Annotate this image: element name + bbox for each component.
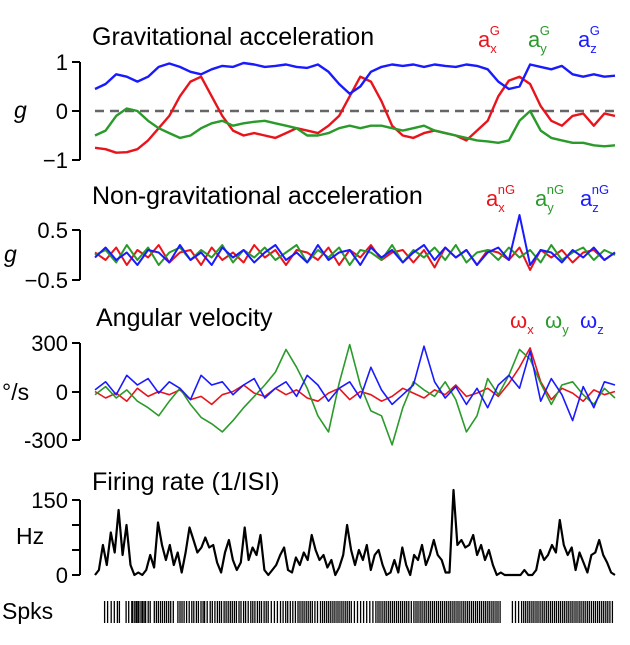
panel-title: Firing rate (1/ISI) [92, 468, 280, 496]
legend-entry-y: ωy [545, 308, 569, 337]
series-group [94, 61, 616, 154]
legend-entry-z: ωz [580, 308, 604, 337]
panel-title: Gravitational acceleration [92, 23, 374, 51]
spike-raster: Spks [2, 598, 614, 624]
panel-gravitational: Gravitational acceleration axG ayG azG 1… [14, 23, 616, 173]
y-tick-label: -300 [24, 428, 68, 453]
legend-entry-x: ωx [510, 308, 534, 337]
panel-title: Non-gravitational acceleration [92, 182, 423, 210]
series-line-rate [94, 488, 616, 577]
y-axis-label: Hz [16, 523, 44, 549]
series-line-z [94, 61, 616, 96]
legend-entry-x: axG [478, 23, 500, 56]
series-group [94, 488, 616, 577]
series-group [94, 214, 616, 271]
y-tick-label: 0 [56, 99, 68, 124]
y-tick-label: −1 [43, 148, 68, 173]
panel-firing-rate: Firing rate (1/ISI) 150 0 Hz [16, 468, 616, 588]
panel-angular-velocity: Angular velocity ωx ωy ωz 300 0 -300 °/s [2, 304, 616, 453]
y-axis-label: °/s [2, 379, 29, 405]
y-axis: 300 0 -300 °/s [2, 331, 81, 453]
y-tick-label: 150 [31, 488, 68, 513]
series-line-z [94, 214, 616, 266]
y-tick-label: 0 [56, 563, 68, 588]
series-line-z [94, 345, 616, 422]
y-tick-label: 0.5 [37, 218, 68, 243]
legend-entry-y: aynG [535, 182, 564, 215]
legend: axnG aynG aznG [486, 182, 609, 215]
series-line-x [94, 244, 616, 271]
y-tick-label: 1 [56, 50, 68, 75]
series-line-x [94, 75, 616, 154]
y-tick-label: −0.5 [25, 268, 68, 293]
legend-entry-x: axnG [486, 182, 515, 215]
y-axis-label: g [4, 241, 17, 267]
y-tick-label: 0 [56, 380, 68, 405]
y-axis: 1 0 −1 g [14, 50, 81, 173]
spike-raster-label: Spks [2, 598, 53, 624]
series-group [94, 343, 616, 446]
panel-non-gravitational: Non-gravitational acceleration axnG aynG… [4, 182, 616, 293]
legend-entry-z: aznG [580, 182, 609, 215]
series-line-y [94, 107, 616, 148]
y-axis-label: g [14, 97, 27, 123]
panel-title: Angular velocity [96, 304, 273, 332]
y-axis: 0.5 −0.5 g [4, 218, 81, 293]
legend: axG ayG azG [478, 23, 600, 56]
legend: ωx ωy ωz [510, 308, 604, 337]
legend-entry-y: ayG [528, 23, 550, 56]
y-tick-label: 300 [31, 331, 68, 356]
legend-entry-z: azG [578, 23, 600, 56]
spike-tick-group [103, 601, 614, 623]
y-axis: 150 0 Hz [16, 488, 81, 588]
